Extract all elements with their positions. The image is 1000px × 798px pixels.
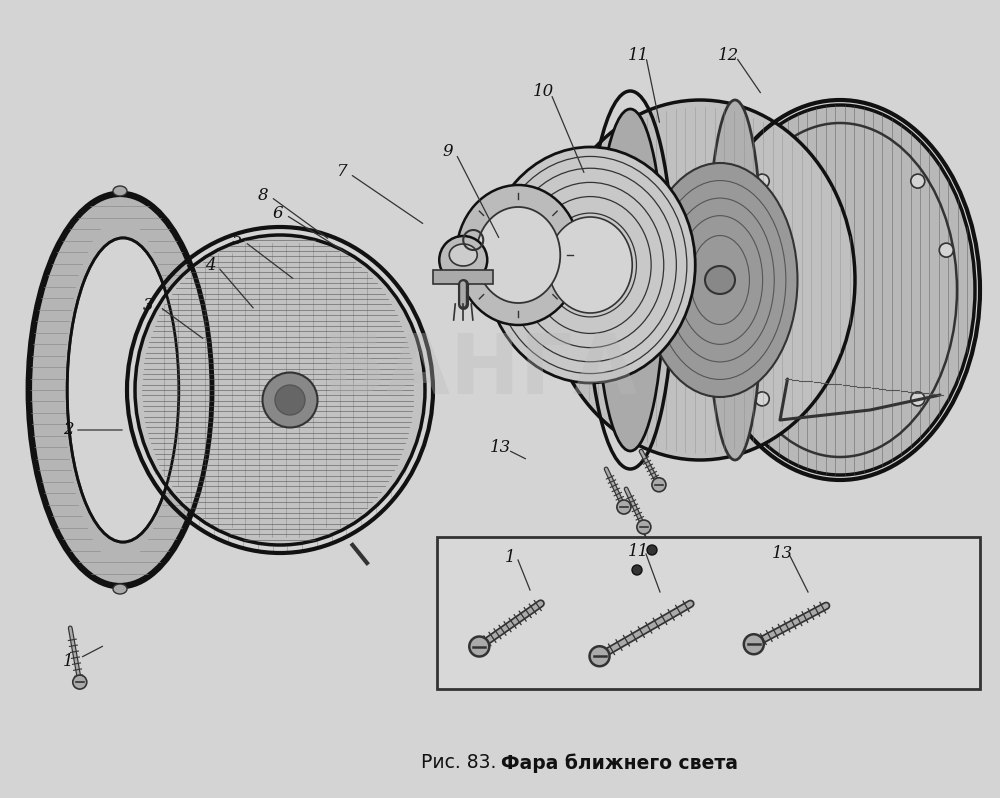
Circle shape <box>911 392 925 406</box>
Ellipse shape <box>705 105 975 475</box>
Text: 11: 11 <box>627 46 649 64</box>
Text: Фара ближнего света: Фара ближнего света <box>501 753 738 772</box>
Text: 11: 11 <box>627 543 649 560</box>
Circle shape <box>911 174 925 188</box>
Circle shape <box>617 500 631 514</box>
Text: 3: 3 <box>143 297 153 314</box>
Ellipse shape <box>262 373 318 428</box>
Text: 8: 8 <box>258 187 268 203</box>
Ellipse shape <box>30 195 210 585</box>
Ellipse shape <box>275 385 305 415</box>
Bar <box>437 537 980 689</box>
Text: 7: 7 <box>337 164 347 180</box>
Bar <box>433 270 493 284</box>
Text: 13: 13 <box>489 440 511 456</box>
Ellipse shape <box>476 207 560 303</box>
Ellipse shape <box>67 238 179 542</box>
Text: 6: 6 <box>273 204 283 222</box>
Text: 12: 12 <box>717 46 739 64</box>
Text: Рис. 83.: Рис. 83. <box>421 753 496 772</box>
Circle shape <box>469 637 489 657</box>
Ellipse shape <box>113 584 127 594</box>
Circle shape <box>755 392 769 406</box>
Text: 9: 9 <box>443 144 453 160</box>
Ellipse shape <box>548 217 632 313</box>
Ellipse shape <box>113 186 127 196</box>
Text: 5: 5 <box>232 231 242 248</box>
Ellipse shape <box>485 147 695 383</box>
Circle shape <box>755 174 769 188</box>
Text: 10: 10 <box>532 84 554 101</box>
Ellipse shape <box>596 109 664 451</box>
Text: 4: 4 <box>205 256 215 274</box>
Ellipse shape <box>449 244 477 266</box>
Ellipse shape <box>642 163 798 397</box>
Circle shape <box>939 243 953 257</box>
Ellipse shape <box>545 100 855 460</box>
Ellipse shape <box>135 235 425 545</box>
Ellipse shape <box>439 236 487 284</box>
Text: БАНГA: БАНГA <box>322 330 638 410</box>
Ellipse shape <box>705 266 735 294</box>
Circle shape <box>632 565 642 575</box>
Ellipse shape <box>456 185 580 325</box>
Circle shape <box>744 634 764 654</box>
Ellipse shape <box>707 100 763 460</box>
Circle shape <box>727 243 741 257</box>
Circle shape <box>73 675 87 689</box>
Text: 1: 1 <box>505 550 515 567</box>
Text: 2: 2 <box>63 421 73 438</box>
Text: 13: 13 <box>771 546 793 563</box>
Circle shape <box>590 646 610 666</box>
Circle shape <box>647 545 657 555</box>
Text: 1: 1 <box>63 654 73 670</box>
Circle shape <box>637 520 651 534</box>
Circle shape <box>652 478 666 492</box>
